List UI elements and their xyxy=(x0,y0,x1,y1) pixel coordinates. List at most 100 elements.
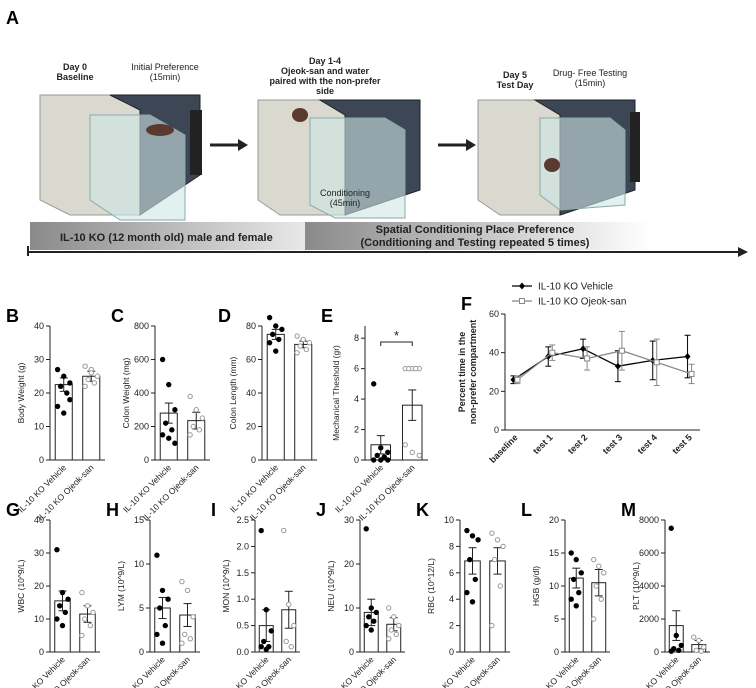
marker xyxy=(688,370,695,377)
data-point xyxy=(676,647,682,654)
x-tick-label: test 5 xyxy=(670,432,694,456)
data-point xyxy=(281,527,287,534)
stage-title: Day 5 xyxy=(503,70,527,80)
data-point xyxy=(90,609,96,616)
panel-letter: B xyxy=(6,306,19,326)
data-point xyxy=(57,603,63,609)
y-tick-label: 40 xyxy=(34,321,44,331)
data-point xyxy=(591,556,597,563)
data-point xyxy=(62,609,68,616)
data-point xyxy=(578,570,584,576)
data-point xyxy=(79,632,85,639)
data-point xyxy=(393,631,399,638)
data-point xyxy=(184,587,191,594)
legend-label: IL-10 KO Ojeok-san xyxy=(538,297,626,308)
data-point xyxy=(497,583,503,589)
data-point xyxy=(187,393,193,400)
data-point xyxy=(391,614,397,620)
data-point xyxy=(668,525,674,531)
marker xyxy=(584,355,591,362)
data-point xyxy=(492,556,498,563)
data-point xyxy=(288,644,294,650)
data-point xyxy=(159,356,166,363)
y-tick-label: 0 xyxy=(654,647,659,657)
y-tick-label: 5 xyxy=(554,614,559,624)
y-tick-label: 20 xyxy=(549,515,559,525)
data-point xyxy=(673,632,679,639)
panel-letter: C xyxy=(111,306,124,326)
bar xyxy=(54,384,73,461)
data-point xyxy=(172,407,178,413)
chamber-2 xyxy=(257,99,421,219)
data-point xyxy=(196,427,203,433)
marker xyxy=(549,349,556,356)
data-point xyxy=(61,410,67,416)
data-point xyxy=(475,537,481,543)
data-point xyxy=(268,628,274,634)
stage-note: (45min) xyxy=(330,198,361,208)
diagram: A Day 0 Baseline Initial Preference (15m… xyxy=(6,8,748,257)
data-point xyxy=(701,644,707,650)
y-axis-label: HGB (g/dl) xyxy=(531,566,541,606)
timeline-label: IL-10 KO (12 month old) male and female xyxy=(60,232,273,244)
marker xyxy=(514,376,521,383)
data-point xyxy=(266,340,273,346)
y-tick-label: 8 xyxy=(449,541,454,551)
stage-title: Test Day xyxy=(497,80,534,90)
data-point xyxy=(61,373,67,379)
y-tick-label: 10 xyxy=(344,603,354,613)
x-tick-label: IL-10 KO Ojeok-san xyxy=(356,462,416,522)
y-tick-label: 0 xyxy=(39,647,44,657)
arrow-head xyxy=(738,247,748,257)
y-tick-label: 400 xyxy=(134,388,149,398)
data-point xyxy=(601,570,607,576)
y-tick-label: 10 xyxy=(134,559,144,569)
data-point xyxy=(258,527,264,534)
significance-bracket xyxy=(380,341,413,346)
x-tick-label: test 4 xyxy=(635,432,659,456)
data-point xyxy=(373,609,379,616)
data-point xyxy=(82,616,88,622)
y-tick-label: 20 xyxy=(246,422,256,432)
y-tick-label: 2.0 xyxy=(236,541,249,551)
y-axis-label: MON (10^9/L) xyxy=(221,559,231,612)
data-point xyxy=(385,449,391,456)
data-point xyxy=(678,642,684,649)
y-axis-label: Mechanical Theshold (gr) xyxy=(331,345,341,441)
data-point xyxy=(396,622,402,629)
data-point xyxy=(82,363,88,369)
x-tick-label: IL-10 KO Vehicle xyxy=(121,462,173,514)
data-point xyxy=(593,583,599,589)
data-point xyxy=(273,348,279,354)
data-point xyxy=(162,622,168,629)
y-tick-label: 0.0 xyxy=(236,647,249,657)
y-tick-label: 15 xyxy=(134,515,144,525)
data-point xyxy=(193,407,199,413)
data-point xyxy=(385,457,391,463)
data-point xyxy=(263,646,269,653)
data-point xyxy=(409,449,415,456)
y-axis-label: WBC (10^9/L) xyxy=(16,559,26,612)
y-tick-label: 40 xyxy=(34,515,44,525)
data-point xyxy=(363,526,369,532)
data-point xyxy=(366,614,372,620)
data-point xyxy=(54,616,60,622)
data-point xyxy=(568,550,574,556)
data-point xyxy=(187,432,193,438)
y-axis-label: non-prefer compartment xyxy=(468,320,478,425)
data-point xyxy=(576,589,582,596)
y-tick-label: 2000 xyxy=(639,614,659,624)
panel-letter: K xyxy=(416,500,429,520)
data-point xyxy=(258,644,264,650)
y-tick-label: 30 xyxy=(344,515,354,525)
data-point xyxy=(371,457,377,463)
data-point xyxy=(54,547,60,553)
y-tick-label: 30 xyxy=(34,548,44,558)
data-point xyxy=(199,415,206,421)
y-tick-label: 0.5 xyxy=(236,621,249,631)
data-point xyxy=(388,627,394,633)
panel-letter: L xyxy=(521,500,532,520)
panel-letter: F xyxy=(461,294,472,314)
data-point xyxy=(67,380,73,386)
